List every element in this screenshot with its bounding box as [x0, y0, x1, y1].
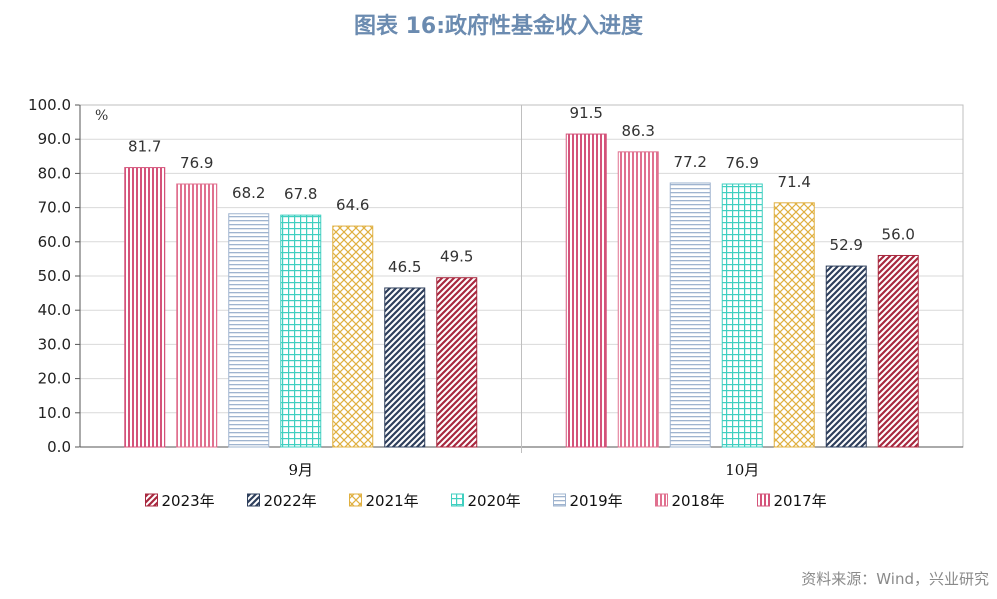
legend-swatch — [655, 493, 668, 507]
y-tick-label: 90.0 — [38, 130, 71, 148]
legend-swatch — [247, 493, 260, 507]
bar — [565, 133, 607, 448]
y-tick-label: 0.0 — [47, 438, 71, 456]
bar — [617, 151, 659, 448]
unit-label: % — [95, 108, 108, 124]
y-tick-label: 100.0 — [28, 96, 71, 114]
bar — [721, 183, 763, 448]
bar — [228, 213, 270, 448]
data-label: 77.2 — [674, 153, 707, 171]
data-label: 64.6 — [336, 196, 369, 214]
legend-swatch — [553, 493, 566, 507]
legend-label: 2021年 — [366, 492, 419, 510]
legend-label: 2019年 — [570, 492, 623, 510]
bar — [825, 265, 867, 448]
data-label: 91.5 — [570, 104, 603, 122]
x-category-label: 10月 — [725, 461, 759, 479]
y-tick-label: 60.0 — [38, 233, 71, 251]
y-tick-label: 30.0 — [38, 335, 71, 353]
bars — [124, 133, 919, 448]
legend-swatch — [451, 493, 464, 507]
data-label: 68.2 — [232, 184, 265, 202]
data-label: 71.4 — [778, 173, 811, 191]
data-label: 49.5 — [440, 248, 473, 266]
legend-label: 2017年 — [774, 492, 827, 510]
data-label: 76.9 — [180, 154, 213, 172]
bar — [280, 214, 322, 448]
y-tick-label: 20.0 — [38, 370, 71, 388]
bar — [176, 183, 218, 448]
data-label: 86.3 — [622, 122, 655, 140]
bar — [669, 182, 711, 448]
axes: 0.0 10.0 20.0 30.0 40.0 50.0 60.0 70.0 80.0 90.0 1… — [28, 96, 964, 479]
data-label: 81.7 — [128, 138, 161, 156]
bar — [384, 287, 426, 448]
bar — [332, 225, 374, 448]
y-tick-label: 10.0 — [38, 404, 71, 422]
legend-label: 2018年 — [672, 492, 725, 510]
legend: 2023年 2022年 2021年 2020年 2019年 2018年 2017年 — [145, 492, 827, 510]
y-tick-label: 70.0 — [38, 199, 71, 217]
source-note: 资料来源：Wind，兴业研究 — [801, 570, 989, 588]
bar — [773, 202, 815, 448]
legend-label: 2020年 — [468, 492, 521, 510]
chart-title: 图表 16:政府性基金收入进度 — [353, 14, 644, 39]
data-label: 46.5 — [388, 258, 421, 276]
data-label: 56.0 — [882, 225, 915, 243]
y-tick-label: 80.0 — [38, 164, 71, 182]
data-label: 76.9 — [726, 154, 759, 172]
y-tick-label: 40.0 — [38, 301, 71, 319]
legend-label: 2023年 — [162, 492, 215, 510]
legend-label: 2022年 — [264, 492, 317, 510]
x-category-label: 9月 — [288, 461, 313, 479]
legend-swatch — [349, 493, 362, 507]
bar — [124, 167, 166, 448]
data-label: 67.8 — [284, 185, 317, 203]
data-label: 52.9 — [830, 236, 863, 254]
legend-swatch — [757, 493, 770, 507]
legend-swatch — [145, 493, 158, 507]
data-labels: 81.7 91.5 76.9 86.3 68.2 77.2 67.8 76.9 64.6 71.4… — [128, 104, 915, 276]
bar — [877, 254, 919, 448]
y-tick-label: 50.0 — [38, 267, 71, 285]
bar — [436, 277, 478, 448]
